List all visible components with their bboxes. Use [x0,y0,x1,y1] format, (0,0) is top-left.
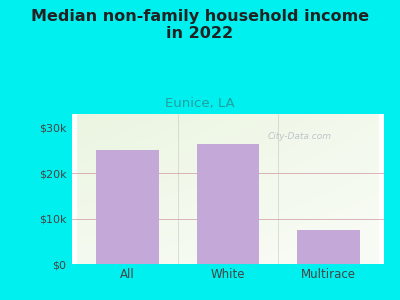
Text: Median non-family household income
in 2022: Median non-family household income in 20… [31,9,369,41]
Text: City-Data.com: City-Data.com [268,132,332,141]
Bar [96,150,158,264]
Text: Eunice, LA: Eunice, LA [165,98,235,110]
Bar [197,143,259,264]
Bar [298,230,360,264]
